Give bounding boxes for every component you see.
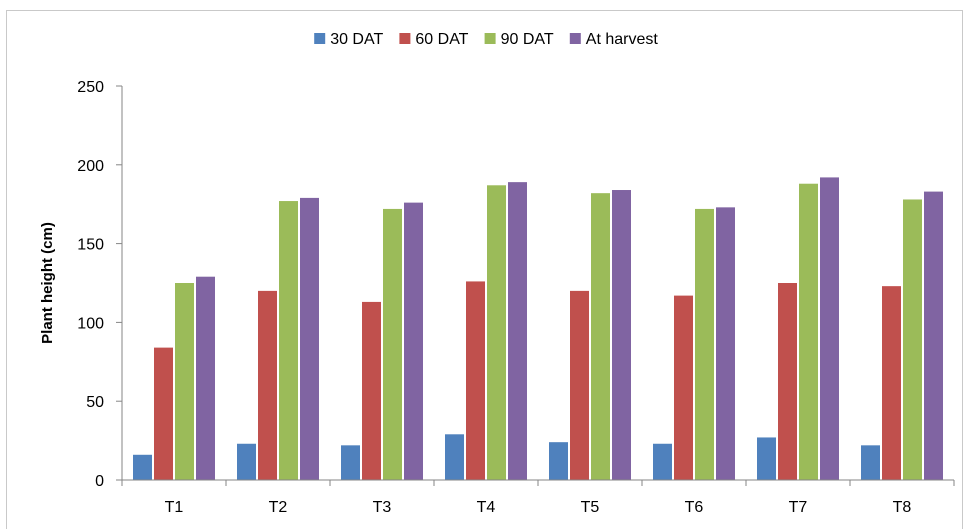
legend-label: 30 DAT [330,31,383,48]
bar [466,281,485,480]
x-tick-label: T7 [789,499,808,516]
legend-label: 60 DAT [415,31,468,48]
x-tick-label: T6 [685,499,704,516]
legend-swatch [399,33,411,44]
y-tick-label: 200 [77,158,104,175]
x-tick-label: T3 [373,499,392,516]
bar [175,283,194,480]
bar [716,207,735,481]
y-tick-label: 250 [77,79,104,96]
y-tick-label: 150 [77,237,104,254]
legend-swatch [569,33,581,44]
bar [591,193,610,480]
legend-swatch [484,33,496,44]
bar [258,290,277,480]
legend: 30 DAT 60 DAT 90 DAT At harvest [314,31,658,48]
bar [924,191,943,481]
x-tick-label: T2 [269,499,288,516]
y-tick-label: 50 [86,394,104,411]
bar [612,190,631,481]
y-tick-label: 0 [95,473,104,490]
bar [799,183,818,480]
bar [570,290,589,480]
bar [154,347,173,480]
bar [196,276,215,480]
x-ticks: T1 T2 T3 T4 T5 T6 T7 T8 [121,480,955,516]
x-tick-label: T1 [165,499,184,516]
bar [882,286,901,480]
x-tick-label: T5 [581,499,600,516]
bar [279,201,298,480]
bar [383,208,402,481]
bar [861,445,880,480]
bar [549,442,568,480]
bars [133,177,943,481]
bar [133,454,152,480]
bar [237,443,256,480]
x-tick-label: T4 [477,499,496,516]
legend-swatch [314,33,326,44]
y-axis-title: Plant height (cm) [39,222,56,344]
bar [508,182,527,481]
bar [404,202,423,480]
bar [778,283,797,480]
bar [445,434,464,480]
y-ticks: 0 50 100 150 200 250 [77,79,122,490]
bar [757,437,776,480]
legend-label: At harvest [586,31,659,48]
bar [674,295,693,480]
bar [820,177,839,480]
x-tick-label: T8 [893,499,912,516]
legend-label: 90 DAT [501,31,554,48]
bar [695,208,714,481]
bar [653,443,672,480]
bar [300,197,319,480]
bar [903,199,922,481]
y-tick-label: 100 [77,315,104,332]
bar [487,185,506,480]
bar [341,445,360,480]
bar [362,301,381,480]
